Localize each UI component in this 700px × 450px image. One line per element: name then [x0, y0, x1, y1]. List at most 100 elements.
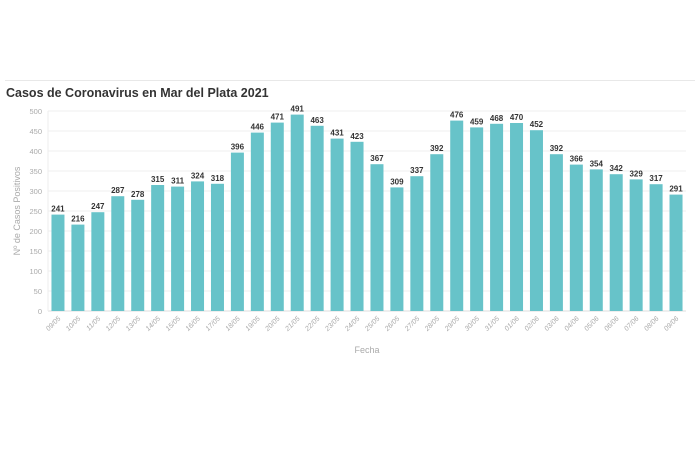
x-tick-label: 29/05: [443, 315, 461, 333]
bar: [529, 130, 543, 311]
x-tick-label: 11/05: [85, 315, 102, 332]
data-label: 287: [111, 186, 125, 195]
bar: [350, 141, 364, 311]
data-label: 476: [450, 111, 464, 120]
bar: [111, 196, 125, 311]
data-label: 468: [490, 114, 504, 123]
bar: [430, 154, 444, 311]
data-label: 452: [530, 120, 544, 129]
bar: [151, 185, 165, 311]
data-label: 315: [151, 175, 165, 184]
bar: [330, 138, 344, 311]
data-label: 470: [510, 113, 524, 122]
y-tick-label: 400: [29, 147, 42, 156]
x-tick-label: 15/05: [165, 315, 182, 332]
data-label: 278: [131, 190, 145, 199]
data-label: 337: [410, 166, 424, 175]
y-tick-label: 250: [29, 207, 42, 216]
y-axis-title: Nº de Casos Positivos: [12, 166, 22, 255]
data-label: 367: [370, 154, 384, 163]
bar: [589, 169, 603, 311]
y-tick-label: 150: [29, 247, 42, 256]
data-label: 311: [171, 177, 184, 186]
bar: [171, 186, 185, 311]
x-tick-label: 01/06: [504, 315, 521, 332]
x-tick-label: 21/05: [284, 315, 302, 333]
bar: [270, 122, 284, 311]
data-label: 471: [271, 113, 285, 122]
bar: [649, 184, 663, 311]
x-tick-label: 17/05: [205, 315, 222, 332]
data-label: 392: [430, 144, 444, 153]
bar: [370, 164, 384, 311]
x-tick-label: 10/05: [65, 315, 82, 332]
x-tick-label: 14/05: [145, 315, 162, 332]
chart-title: Casos de Coronavirus en Mar del Plata 20…: [6, 86, 269, 100]
x-tick-label: 20/05: [264, 315, 282, 333]
x-tick-label: 16/05: [185, 315, 202, 332]
x-tick-label: 19/05: [244, 315, 261, 332]
bar: [629, 179, 643, 311]
bar: [290, 114, 304, 311]
bar: [609, 174, 623, 311]
data-label: 324: [191, 171, 205, 180]
x-tick-label: 02/06: [524, 315, 541, 332]
x-tick-label: 03/06: [543, 315, 560, 332]
data-label: 354: [590, 159, 604, 168]
x-tick-label: 05/06: [583, 315, 600, 332]
top-divider: [5, 80, 695, 81]
data-label: 317: [649, 174, 663, 183]
bar: [669, 194, 683, 311]
y-tick-label: 100: [29, 267, 42, 276]
y-tick-label: 350: [29, 167, 42, 176]
bar: [91, 212, 105, 311]
data-label: 216: [71, 215, 85, 224]
x-tick-label: 27/05: [403, 315, 421, 333]
data-label: 423: [350, 132, 364, 141]
data-label: 318: [211, 174, 225, 183]
x-tick-label: 12/05: [105, 315, 122, 332]
bar: [410, 176, 424, 311]
bar: [250, 132, 264, 311]
data-label: 241: [51, 205, 65, 214]
x-tick-label: 09/05: [45, 315, 62, 332]
x-tick-label: 26/05: [383, 315, 401, 333]
data-label: 366: [570, 155, 584, 164]
y-tick-label: 0: [38, 307, 42, 316]
bar: [131, 199, 145, 311]
bar: [450, 120, 464, 311]
x-tick-label: 24/05: [343, 315, 361, 333]
x-tick-label: 22/05: [304, 315, 322, 333]
data-label: 446: [251, 123, 265, 132]
data-label: 491: [291, 105, 305, 114]
data-label: 396: [231, 143, 245, 152]
data-label: 291: [669, 185, 683, 194]
bar: [191, 181, 205, 311]
data-label: 392: [550, 144, 564, 153]
bar: [390, 187, 404, 311]
bar: [510, 123, 524, 311]
data-label: 309: [390, 177, 404, 186]
bar: [310, 125, 324, 311]
x-tick-label: 04/06: [563, 315, 580, 332]
y-tick-label: 200: [29, 227, 42, 236]
x-tick-label: 13/05: [125, 315, 142, 332]
bar: [230, 152, 244, 311]
x-tick-label: 23/05: [323, 315, 341, 333]
y-tick-label: 450: [29, 127, 42, 136]
x-tick-label: 25/05: [363, 315, 381, 333]
x-tick-label: 06/06: [603, 315, 620, 332]
x-tick-label: 18/05: [224, 315, 241, 332]
x-tick-label: 08/06: [643, 315, 660, 332]
bar: [210, 183, 224, 311]
bar: [569, 164, 583, 311]
data-label: 329: [629, 169, 643, 178]
data-label: 431: [330, 129, 344, 138]
x-axis-title: Fecha: [354, 345, 379, 355]
bar: [470, 127, 484, 312]
bar: [490, 123, 504, 311]
x-tick-label: 28/05: [423, 315, 441, 333]
y-tick-label: 300: [29, 187, 42, 196]
data-label: 459: [470, 117, 484, 126]
bar: [51, 214, 65, 311]
